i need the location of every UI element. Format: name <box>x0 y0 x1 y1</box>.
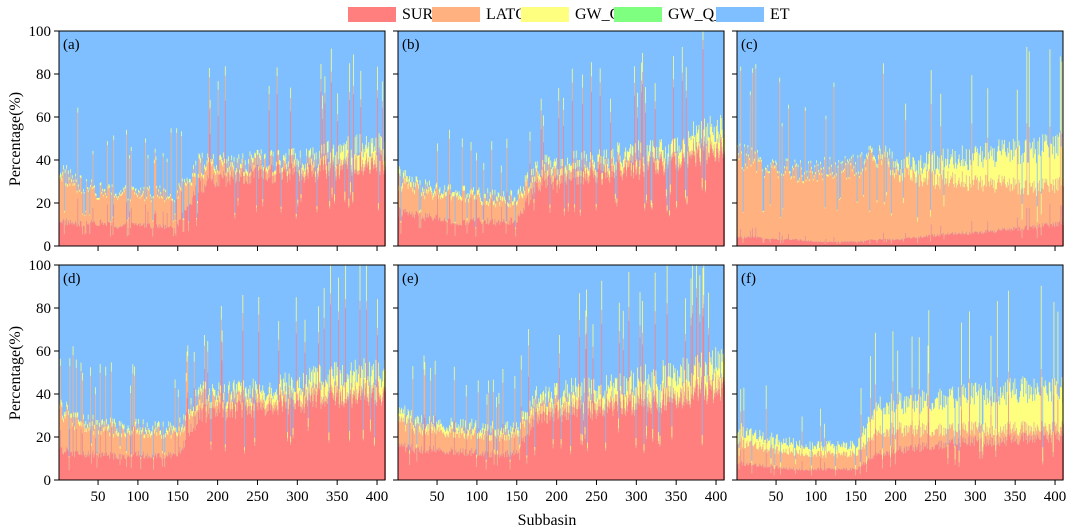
panel-label: (a) <box>63 37 80 53</box>
x-tick-label: 300 <box>625 489 648 505</box>
panel-label: (e) <box>402 271 419 287</box>
series-latq-area <box>737 368 1064 476</box>
series-latq-area <box>59 293 386 470</box>
panel-f: (f) 50 100 150 200 250 300 350 400 <box>732 264 1067 505</box>
series-latq-area <box>59 71 386 237</box>
panel-frame <box>736 30 1064 247</box>
y-tick-label: 20 <box>36 430 51 446</box>
x-tick-label: 350 <box>326 489 349 505</box>
y-tick-label: 80 <box>36 67 51 83</box>
y-tick-label: 100 <box>29 24 52 40</box>
x-tick-label: 400 <box>366 489 389 505</box>
x-tick-label: 250 <box>924 489 947 505</box>
x-tick-label: 200 <box>545 489 568 505</box>
x-tick-label: 150 <box>845 489 868 505</box>
y-tick-label: 80 <box>36 301 51 317</box>
x-tick-label: 200 <box>206 489 229 505</box>
x-tick-label: 300 <box>286 489 309 505</box>
panel-d: (d) 0 20 40 60 80 100 50 100 150 200 250 300 350 400 <box>29 258 389 505</box>
x-tick-label: 100 <box>127 489 150 505</box>
series-surq-area <box>398 49 725 246</box>
legend: SURQ LATQ GW_Q GW_Q_D ET <box>0 4 1067 26</box>
panel-c: (c) <box>732 30 1064 251</box>
x-tick-label: 150 <box>167 489 190 505</box>
series-gw-q-area <box>398 265 725 463</box>
x-tick-label: 100 <box>805 489 828 505</box>
x-tick-label: 50 <box>430 489 445 505</box>
panel-frame <box>58 30 386 247</box>
x-tick-label: 200 <box>884 489 907 505</box>
y-axis-title-top: Percentage(%) <box>7 92 24 186</box>
y-tick-label: 40 <box>36 153 51 169</box>
panel-label: (b) <box>402 37 420 53</box>
panel-e: (e) 50 100 150 200 250 300 350 400 <box>393 264 728 505</box>
legend-swatch-et <box>716 7 764 22</box>
x-tick-label: 350 <box>1004 489 1027 505</box>
y-tick-label: 0 <box>44 239 52 255</box>
series-latq-area <box>737 68 1064 245</box>
x-tick-label: 400 <box>705 489 728 505</box>
x-tick-label: 400 <box>1044 489 1067 505</box>
series-surq-area <box>737 387 1064 480</box>
y-tick-label: 60 <box>36 110 51 126</box>
panel-b: (b) <box>393 30 725 251</box>
panel-frame <box>397 264 725 481</box>
legend-label-et: ET <box>770 6 790 23</box>
series-surq-area <box>59 82 386 246</box>
legend-swatch-latq <box>432 7 480 22</box>
y-tick-label: 20 <box>36 196 51 212</box>
series-surq-area <box>59 304 386 480</box>
legend-swatch-surq <box>348 7 396 22</box>
series-surq-area <box>398 297 725 480</box>
panel-frame <box>736 264 1064 481</box>
x-axis-title: Subbasin <box>518 512 577 529</box>
y-tick-label: 60 <box>36 344 51 360</box>
panel-label: (f) <box>741 271 756 287</box>
x-tick-label: 50 <box>769 489 784 505</box>
y-tick-label: 100 <box>29 258 52 274</box>
legend-swatch-gwqd <box>614 7 662 22</box>
series-gw-q-area <box>59 48 386 223</box>
y-tick-label: 0 <box>44 473 52 489</box>
x-tick-label: 250 <box>585 489 608 505</box>
panel-grid: (a) 0 20 40 60 80 100 (b) (c) (d) 0 20 40 60 80 100 50 10… <box>29 24 1067 505</box>
series-surq-area <box>737 204 1064 246</box>
legend-swatch-gwq <box>521 7 569 22</box>
panel-label: (d) <box>63 271 81 287</box>
panel-label: (c) <box>741 37 758 53</box>
y-tick-label: 40 <box>36 387 51 403</box>
x-tick-label: 300 <box>964 489 987 505</box>
y-axis-title-bottom: Percentage(%) <box>7 326 24 420</box>
series-gw-q-area <box>737 46 1064 223</box>
panel-frame <box>397 30 725 247</box>
x-tick-label: 250 <box>246 489 269 505</box>
x-tick-label: 350 <box>665 489 688 505</box>
legend-label-latq: LATQ <box>486 6 527 23</box>
series-latq-area <box>398 288 725 470</box>
legend-label-gwq: GW_Q <box>575 6 622 23</box>
x-tick-label: 150 <box>506 489 529 505</box>
x-tick-label: 100 <box>466 489 489 505</box>
panel-frame <box>58 264 386 481</box>
panel-a: (a) 0 20 40 60 80 100 <box>29 24 386 255</box>
x-tick-label: 50 <box>91 489 106 505</box>
